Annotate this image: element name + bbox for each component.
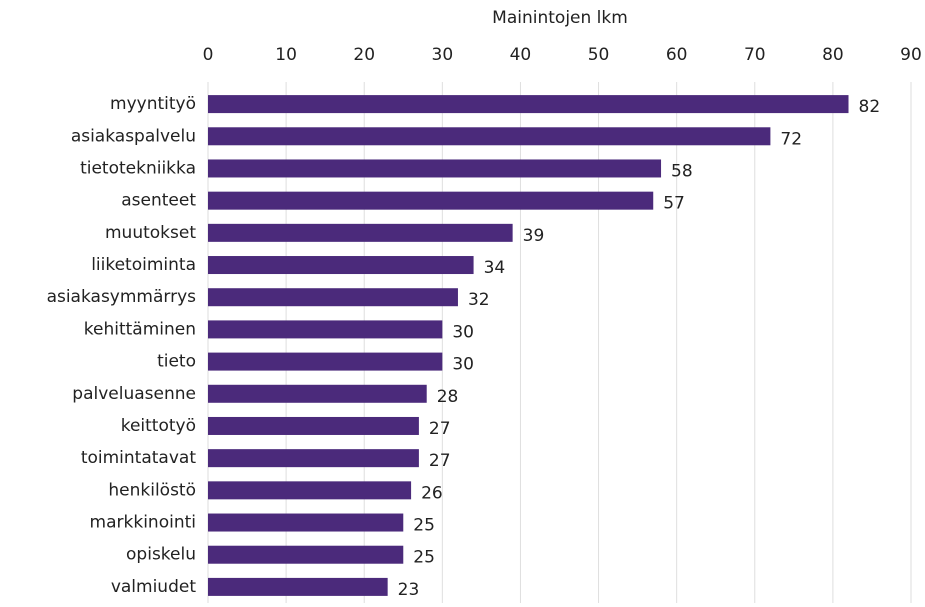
y-tick-label: muutokset bbox=[105, 223, 196, 243]
x-tick-label: 0 bbox=[203, 45, 214, 65]
bar bbox=[208, 159, 662, 178]
x-tick-label: 20 bbox=[353, 45, 375, 65]
bar bbox=[208, 416, 419, 435]
data-label: 72 bbox=[780, 129, 802, 149]
bar bbox=[208, 127, 771, 146]
data-label: 27 bbox=[429, 419, 451, 439]
bar bbox=[208, 577, 388, 596]
bar bbox=[208, 481, 412, 500]
data-label: 25 bbox=[413, 548, 435, 568]
y-tick-label: henkilöstö bbox=[108, 480, 196, 500]
y-tick-label: myyntityö bbox=[110, 94, 196, 114]
x-tick-label: 70 bbox=[744, 45, 766, 65]
bar bbox=[208, 256, 474, 275]
y-tick-label: tietotekniikka bbox=[80, 158, 196, 178]
data-label: 32 bbox=[468, 290, 490, 310]
bar bbox=[208, 545, 404, 564]
data-label: 57 bbox=[663, 194, 685, 214]
y-tick-label: valmiudet bbox=[111, 577, 197, 597]
y-tick-label: toimintatavat bbox=[81, 448, 196, 468]
data-label: 30 bbox=[452, 355, 474, 375]
data-label: 34 bbox=[484, 258, 506, 278]
x-tick-label: 30 bbox=[432, 45, 454, 65]
x-tick-label: 50 bbox=[588, 45, 610, 65]
y-tick-label: keittotyö bbox=[121, 416, 196, 436]
bar bbox=[208, 513, 404, 532]
bar bbox=[208, 320, 443, 339]
bar bbox=[208, 191, 654, 210]
x-tick-label: 80 bbox=[822, 45, 844, 65]
y-tick-label: markkinointi bbox=[90, 513, 196, 533]
bar bbox=[208, 384, 427, 403]
data-label: 25 bbox=[413, 516, 435, 536]
data-label: 23 bbox=[398, 580, 420, 600]
y-tick-label: asenteet bbox=[121, 191, 196, 211]
data-label: 82 bbox=[859, 97, 881, 117]
data-label: 26 bbox=[421, 483, 443, 503]
data-label: 39 bbox=[523, 226, 545, 246]
bar bbox=[208, 95, 849, 114]
axis-title: Mainintojen lkm bbox=[492, 8, 628, 28]
data-label: 30 bbox=[452, 322, 474, 342]
bar bbox=[208, 352, 443, 371]
data-label: 28 bbox=[437, 387, 459, 407]
bar bbox=[208, 288, 458, 307]
data-label: 58 bbox=[671, 161, 693, 181]
y-tick-label: asiakasymmärrys bbox=[47, 287, 197, 307]
bar bbox=[208, 449, 419, 468]
x-tick-label: 40 bbox=[510, 45, 532, 65]
y-tick-label: asiakaspalvelu bbox=[71, 126, 196, 146]
x-tick-label: 10 bbox=[275, 45, 297, 65]
y-tick-label: kehittäminen bbox=[84, 319, 196, 339]
y-tick-label: tieto bbox=[157, 352, 196, 372]
bar bbox=[208, 223, 513, 242]
x-tick-label: 90 bbox=[900, 45, 922, 65]
x-tick-label: 60 bbox=[666, 45, 688, 65]
data-label: 27 bbox=[429, 451, 451, 471]
y-tick-label: liiketoiminta bbox=[91, 255, 196, 275]
y-tick-label: opiskelu bbox=[126, 545, 196, 565]
y-tick-label: palveluasenne bbox=[72, 384, 196, 404]
